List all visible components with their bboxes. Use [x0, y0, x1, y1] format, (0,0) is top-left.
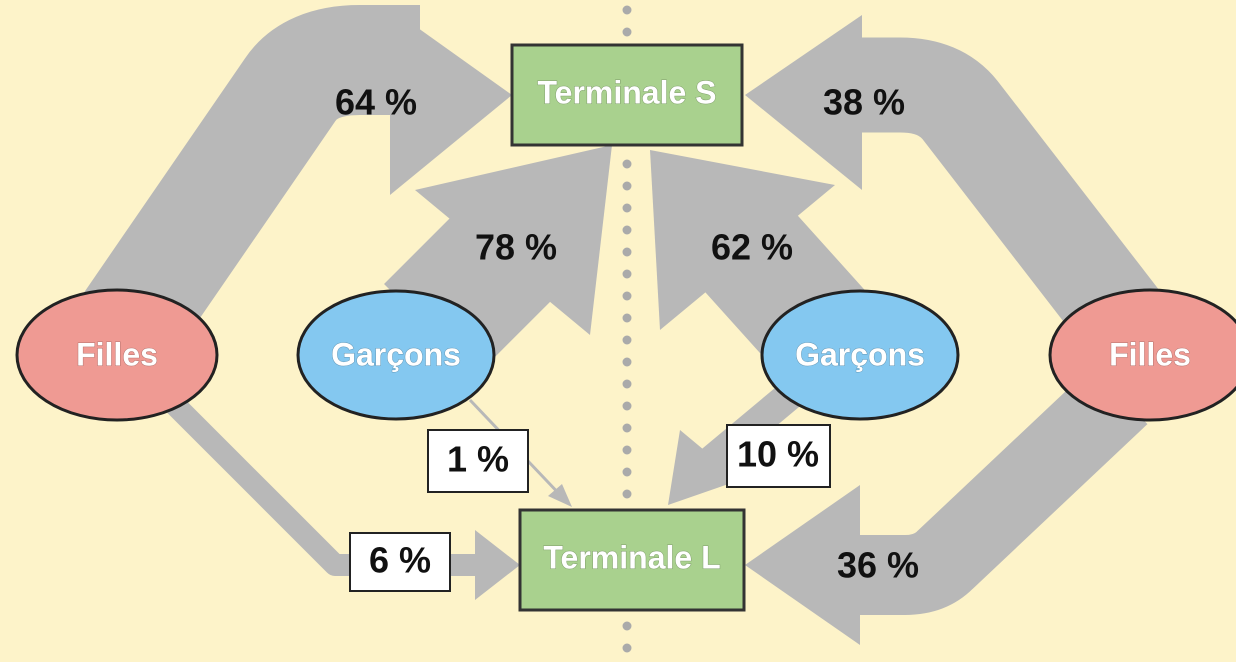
node-ellipse: [296, 289, 496, 421]
arrow-head: [548, 484, 572, 507]
flow-label: 6 %: [369, 540, 431, 581]
flow-label: 36 %: [837, 545, 919, 586]
label-box: [349, 532, 451, 592]
node-box: [518, 508, 746, 612]
node-label: Filles: [1109, 336, 1191, 372]
flow-label: 78 %: [475, 227, 557, 268]
node-ellipse: [760, 289, 960, 421]
node-label: Terminale L: [543, 539, 720, 575]
arrow-head: [668, 430, 740, 505]
node-label: Filles: [76, 336, 158, 372]
flow-label: 1 %: [447, 439, 509, 480]
node-ellipse: [15, 288, 219, 422]
arrow-band: [79, 5, 420, 362]
flow-label: 10 %: [737, 434, 819, 475]
node-box: [510, 43, 744, 147]
flow-label: 64 %: [335, 82, 417, 123]
node-ellipse: [1048, 288, 1236, 422]
node-label: Garçons: [331, 336, 461, 372]
flow-label: 38 %: [823, 82, 905, 123]
arrow-head: [650, 150, 835, 330]
arrow-head: [475, 530, 520, 600]
arrow-head: [745, 485, 860, 645]
node-label: Garçons: [795, 336, 925, 372]
arrow-head: [745, 15, 862, 190]
flow-label: 62 %: [711, 227, 793, 268]
label-box: [726, 424, 831, 488]
arrow-head: [390, 8, 512, 195]
label-box: [427, 429, 529, 493]
arrow-band: [840, 37, 1168, 360]
node-label: Terminale S: [537, 74, 716, 110]
arrow-head: [415, 145, 612, 335]
arrow-band: [840, 365, 1148, 615]
